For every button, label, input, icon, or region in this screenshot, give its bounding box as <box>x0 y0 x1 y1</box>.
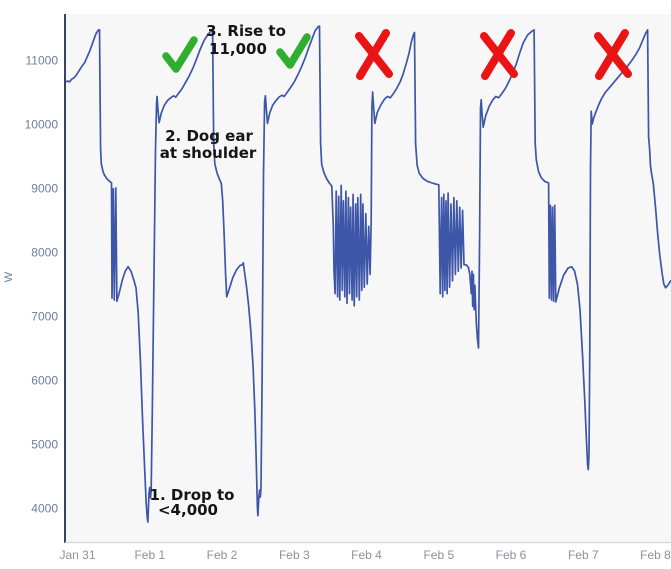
checkmark-icon <box>162 36 198 73</box>
x-tick-label: Feb 3 <box>279 548 310 562</box>
y-tick-label: 5000 <box>31 438 58 452</box>
x-mark-icon <box>594 29 632 80</box>
x-tick-label: Feb 1 <box>134 548 165 562</box>
y-tick-label: 10000 <box>25 118 59 132</box>
x-tick-label: Feb 7 <box>568 548 599 562</box>
annotation-drop-line1: 1. Drop to <box>150 486 235 504</box>
y-tick-labels: 11000 10000 9000 8000 7000 6000 5000 4000 <box>25 54 59 516</box>
power-series-line <box>65 25 671 523</box>
x-tick-label: Feb 2 <box>207 548 238 562</box>
annotation-dogear-line1: 2. Dog ear <box>165 127 253 145</box>
x-tick-label: Feb 4 <box>351 548 382 562</box>
x-mark-icon <box>355 29 393 80</box>
annotation-drop-line2: <4,000 <box>158 501 218 519</box>
x-tick-label: Jan 31 <box>59 548 95 562</box>
y-tick-label: 7000 <box>31 310 58 324</box>
annotation-rise-line2: 11,000 <box>209 40 267 58</box>
y-tick-label: 11000 <box>26 54 59 68</box>
y-tick-label: 9000 <box>31 182 58 196</box>
x-mark-icon <box>480 29 518 80</box>
y-axis-title: W <box>3 271 15 282</box>
x-tick-labels: Jan 31 Feb 1 Feb 2 Feb 3 Feb 4 Feb 5 Feb 6 Feb … <box>59 548 671 562</box>
x-tick-label: Feb 8 <box>640 548 671 562</box>
y-tick-label: 4000 <box>31 502 58 516</box>
x-tick-label: Feb 5 <box>423 548 454 562</box>
checkmark-icon <box>276 33 311 69</box>
annotation-rise-line1: 3. Rise to <box>206 22 286 40</box>
x-tick-label: Feb 6 <box>496 548 527 562</box>
y-tick-label: 6000 <box>31 374 58 388</box>
annotation-dogear-line2: at shoulder <box>160 144 257 162</box>
y-tick-label: 8000 <box>31 246 58 260</box>
